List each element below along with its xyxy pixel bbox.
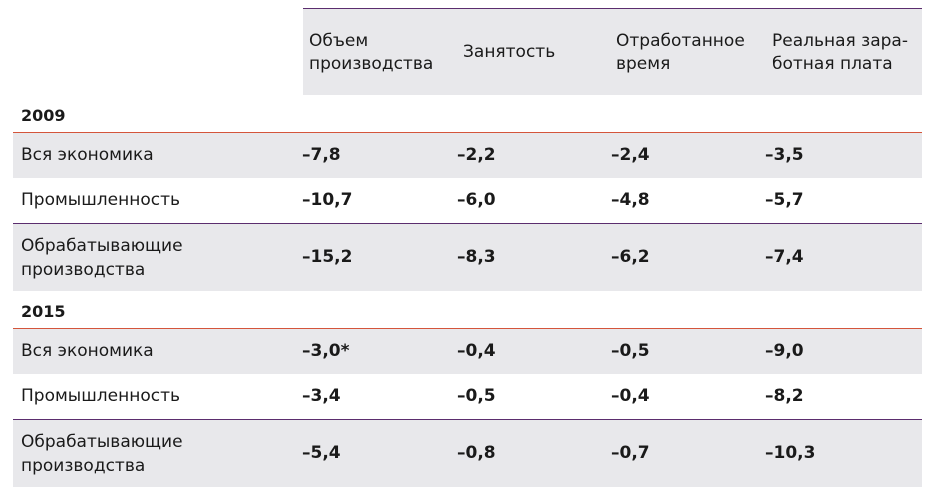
table-cell: –0,8 xyxy=(457,443,496,463)
table-cell: –9,0 xyxy=(765,341,804,361)
table-row: Обрабатывающие производства –15,2 –8,3 –… xyxy=(13,223,922,291)
column-header-hours-worked: Отработанное время xyxy=(616,31,745,74)
table-row: Вся экономика –7,8 –2,2 –2,4 –3,5 xyxy=(13,133,922,178)
table-cell: –7,4 xyxy=(765,247,804,267)
column-header-employment: Занятость xyxy=(463,42,556,62)
table-row: Промышленность –3,4 –0,5 –0,4 –8,2 xyxy=(13,374,922,419)
table-cell: –8,3 xyxy=(457,247,496,267)
row-label: Вся экономика xyxy=(21,341,154,361)
table-header: Объем производства Занятость Отработанно… xyxy=(13,8,922,95)
table-cell: –5,4 xyxy=(302,443,341,463)
row-label: Обрабатывающие производства xyxy=(21,236,183,280)
table-cell: –8,2 xyxy=(765,386,804,406)
table-cell: –10,7 xyxy=(302,190,353,210)
table-cell: –5,7 xyxy=(765,190,804,210)
table-cell: –7,8 xyxy=(302,145,341,165)
table-cell: –0,5 xyxy=(457,386,496,406)
table-row: Вся экономика –3,0* –0,4 –0,5 –9,0 xyxy=(13,329,922,374)
table-cell: –3,4 xyxy=(302,386,341,406)
table-row: Промышленность –10,7 –6,0 –4,8 –5,7 xyxy=(13,178,922,223)
year-label: 2015 xyxy=(21,302,66,321)
table-cell: –15,2 xyxy=(302,247,353,267)
table-cell: –0,7 xyxy=(611,443,650,463)
table-cell: –0,5 xyxy=(611,341,650,361)
table-cell: –2,4 xyxy=(611,145,650,165)
table-cell: –4,8 xyxy=(611,190,650,210)
year-label: 2009 xyxy=(21,106,66,125)
section-header-2015: 2015 xyxy=(13,291,922,329)
table-cell: –2,2 xyxy=(457,145,496,165)
row-label: Промышленность xyxy=(21,190,181,210)
table-cell: –0,4 xyxy=(611,386,650,406)
section-header-2009: 2009 xyxy=(13,95,922,133)
row-label: Обрабатывающие производства xyxy=(21,432,183,476)
header-background xyxy=(303,8,922,95)
table-row: Обрабатывающие производства –5,4 –0,8 –0… xyxy=(13,419,922,487)
column-header-real-wage: Реальная зара- ботная плата xyxy=(772,31,908,74)
table-cell: –0,4 xyxy=(457,341,496,361)
table-cell: –6,2 xyxy=(611,247,650,267)
data-table: Объем производства Занятость Отработанно… xyxy=(13,8,922,487)
row-label: Промышленность xyxy=(21,386,181,406)
column-header-output: Объем производства xyxy=(309,31,434,74)
table-cell: –3,0* xyxy=(302,341,350,361)
row-label: Вся экономика xyxy=(21,145,154,165)
table-cell: –10,3 xyxy=(765,443,816,463)
table-cell: –6,0 xyxy=(457,190,496,210)
table-cell: –3,5 xyxy=(765,145,804,165)
